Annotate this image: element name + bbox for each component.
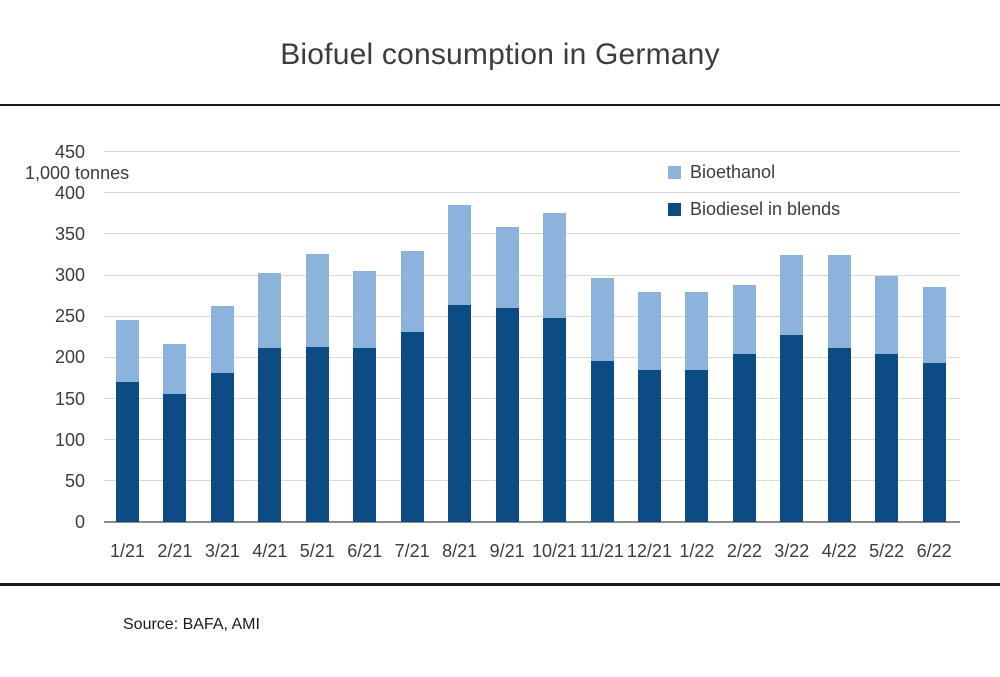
gridline — [104, 192, 960, 194]
x-axis-line — [104, 521, 960, 523]
gridline — [104, 356, 960, 358]
x-tick-label: 2/22 — [726, 541, 762, 561]
y-tick-label: 250 — [54, 306, 85, 327]
bar-segment-biodiesel — [780, 335, 804, 522]
legend-item-biodiesel: Biodiesel in blends — [668, 199, 840, 219]
bar-segment-bioethanol — [258, 273, 282, 349]
bar-segment-bioethanol — [922, 287, 946, 364]
bar-segment-bioethanol — [448, 205, 472, 305]
x-tick-label: 3/22 — [774, 541, 810, 561]
gridline — [104, 274, 960, 276]
gridline — [104, 151, 960, 153]
bar-segment-bioethanol — [732, 285, 756, 355]
x-tick-label: 8/21 — [442, 541, 478, 561]
bar-segment-biodiesel — [637, 369, 661, 522]
bar-segment-biodiesel — [495, 308, 519, 522]
y-axis-unit-label: 1,000 tonnes — [25, 163, 130, 183]
x-tick-label: 1/22 — [679, 541, 715, 561]
y-tick-label: 450 — [54, 141, 85, 162]
bar-segment-biodiesel — [400, 331, 424, 522]
x-tick-label: 5/21 — [299, 541, 335, 561]
gridline — [104, 398, 960, 400]
legend-label-bioethanol: Bioethanol — [690, 161, 776, 182]
bar-segment-biodiesel — [827, 347, 851, 522]
bar-segment-biodiesel — [590, 360, 614, 522]
bar-segment-bioethanol — [780, 254, 804, 336]
x-tick-label: 4/22 — [821, 541, 857, 561]
bar-segment-bioethanol — [163, 344, 187, 394]
bar-segment-bioethanol — [543, 213, 567, 318]
bar-segment-bioethanol — [827, 254, 851, 348]
bioethanol-swatch-icon — [668, 165, 681, 179]
bar-segment-bioethanol — [495, 227, 519, 309]
bar-segment-biodiesel — [448, 304, 472, 522]
x-tick-label: 2/21 — [157, 541, 193, 561]
bar-segment-biodiesel — [922, 363, 946, 522]
x-tick-label: 4/21 — [252, 541, 288, 561]
bar-segment-biodiesel — [116, 382, 139, 522]
bar-segment-biodiesel — [258, 348, 282, 522]
biodiesel-swatch-icon — [668, 202, 681, 216]
y-tick-label: 300 — [54, 265, 85, 286]
gridline — [104, 233, 960, 235]
y-tick-label: 200 — [54, 347, 85, 368]
x-tick-label: 12/21 — [626, 541, 672, 561]
x-tick-label: 10/21 — [532, 541, 578, 561]
x-tick-label: 11/21 — [580, 541, 624, 561]
bar-segment-bioethanol — [590, 278, 614, 361]
x-tick-label: 1/21 — [109, 541, 146, 561]
bar-segment-bioethanol — [875, 275, 899, 355]
gridline — [104, 315, 960, 317]
bar-segment-bioethanol — [305, 253, 329, 347]
bar-segment-biodiesel — [875, 354, 899, 522]
bar-segment-bioethanol — [685, 291, 709, 370]
bar-segment-biodiesel — [685, 369, 709, 522]
bar-segment-biodiesel — [305, 346, 329, 522]
bottom-divider — [0, 583, 1000, 586]
bar-segment-bioethanol — [400, 251, 424, 332]
legend-label-biodiesel: Biodiesel in blends — [690, 198, 841, 219]
x-tick-label: 9/21 — [489, 541, 525, 561]
x-tick-label: 3/21 — [204, 541, 240, 561]
legend-item-bioethanol: Bioethanol — [668, 162, 840, 182]
bar-segment-bioethanol — [116, 319, 139, 383]
y-tick-label: 150 — [54, 388, 85, 409]
gridline — [104, 480, 960, 482]
bar-segment-bioethanol — [353, 271, 377, 348]
x-tick-label: 7/21 — [394, 541, 430, 561]
bar-segment-biodiesel — [543, 317, 567, 522]
bar-segment-bioethanol — [637, 291, 661, 370]
bar-segment-biodiesel — [732, 354, 756, 522]
gridline — [104, 439, 960, 441]
x-tick-label: 6/21 — [347, 541, 383, 561]
bar-segment-bioethanol — [210, 305, 234, 374]
y-tick-label: 400 — [54, 182, 85, 203]
bar-segment-biodiesel — [353, 347, 377, 522]
y-tick-label: 50 — [64, 470, 85, 491]
bar-segment-biodiesel — [163, 393, 187, 522]
top-divider — [0, 104, 1000, 106]
bar-segment-biodiesel — [210, 373, 234, 522]
legend: Bioethanol Biodiesel in blends — [668, 162, 840, 239]
x-tick-label: 5/22 — [869, 541, 905, 561]
x-tick-label: 6/22 — [916, 541, 952, 561]
y-tick-label: 100 — [54, 429, 85, 450]
chart-title: Biofuel consumption in Germany — [280, 38, 720, 71]
y-tick-label: 350 — [54, 223, 85, 244]
source-text: Source: BAFA, AMI — [123, 616, 260, 633]
y-tick-label: 0 — [74, 512, 85, 532]
